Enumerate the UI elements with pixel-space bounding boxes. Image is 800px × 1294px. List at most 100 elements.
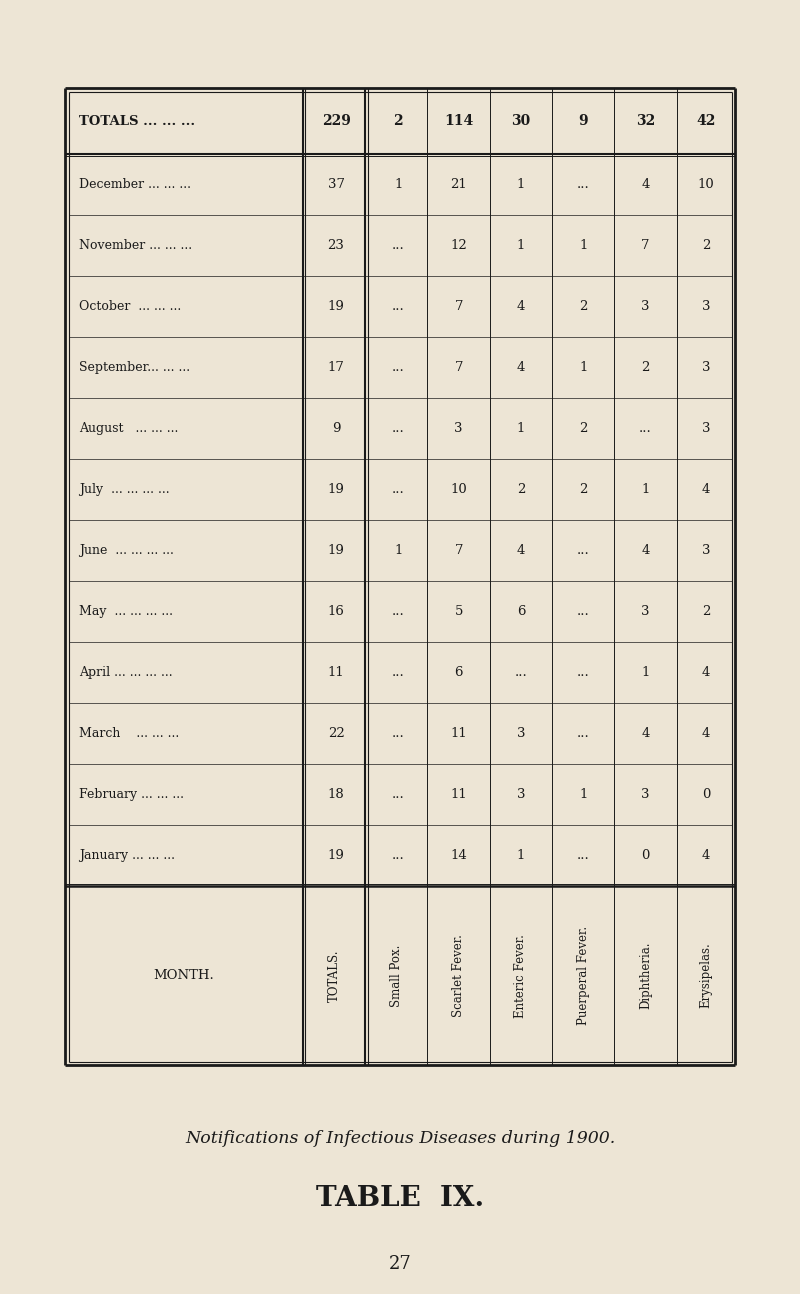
Text: 16: 16 — [327, 606, 345, 619]
Text: ...: ... — [577, 545, 590, 558]
Text: 1: 1 — [579, 788, 587, 801]
Text: May  ... ... ... ...: May ... ... ... ... — [79, 606, 173, 619]
Text: 2: 2 — [579, 422, 587, 435]
Text: Enteric Fever.: Enteric Fever. — [514, 934, 527, 1017]
Text: 2: 2 — [579, 300, 587, 313]
Text: 4: 4 — [642, 545, 650, 558]
Text: 37: 37 — [327, 179, 345, 192]
Text: 19: 19 — [327, 300, 345, 313]
Text: ...: ... — [577, 849, 590, 862]
Text: 9: 9 — [332, 422, 340, 435]
Text: 2: 2 — [579, 484, 587, 497]
Text: TABLE  IX.: TABLE IX. — [316, 1185, 484, 1212]
Text: 1: 1 — [394, 179, 402, 192]
Text: 1: 1 — [642, 484, 650, 497]
Text: 1: 1 — [642, 666, 650, 679]
Text: 4: 4 — [517, 300, 525, 313]
Text: November ... ... ...: November ... ... ... — [79, 239, 192, 252]
Text: 11: 11 — [450, 788, 467, 801]
Text: ...: ... — [392, 727, 405, 740]
Text: 4: 4 — [702, 484, 710, 497]
Text: 14: 14 — [450, 849, 467, 862]
Text: 11: 11 — [328, 666, 344, 679]
Text: 3: 3 — [702, 545, 710, 558]
Text: ...: ... — [392, 484, 405, 497]
Text: 3: 3 — [702, 422, 710, 435]
Text: ...: ... — [514, 666, 527, 679]
Text: ...: ... — [392, 422, 405, 435]
Text: 42: 42 — [696, 114, 715, 128]
Text: 32: 32 — [636, 114, 655, 128]
Text: 4: 4 — [642, 179, 650, 192]
Text: 2: 2 — [702, 239, 710, 252]
Text: 21: 21 — [450, 179, 467, 192]
Text: ...: ... — [639, 422, 652, 435]
Text: 27: 27 — [389, 1255, 411, 1273]
Text: 4: 4 — [702, 666, 710, 679]
Text: 1: 1 — [579, 361, 587, 374]
Text: 4: 4 — [642, 727, 650, 740]
Text: 1: 1 — [517, 849, 525, 862]
Text: July  ... ... ... ...: July ... ... ... ... — [79, 484, 170, 497]
Text: 2: 2 — [394, 114, 403, 128]
Text: 23: 23 — [327, 239, 345, 252]
Text: Notifications of Infectious Diseases during 1900.: Notifications of Infectious Diseases dur… — [185, 1130, 615, 1146]
Text: 6: 6 — [454, 666, 463, 679]
Text: 5: 5 — [454, 606, 463, 619]
Text: 1: 1 — [517, 239, 525, 252]
Text: 11: 11 — [450, 727, 467, 740]
Text: ...: ... — [392, 606, 405, 619]
Text: 4: 4 — [702, 727, 710, 740]
Text: 22: 22 — [328, 727, 344, 740]
Text: 19: 19 — [327, 545, 345, 558]
Text: 12: 12 — [450, 239, 467, 252]
Text: 3: 3 — [517, 727, 525, 740]
Text: 0: 0 — [642, 849, 650, 862]
Text: 3: 3 — [454, 422, 463, 435]
Text: August   ... ... ...: August ... ... ... — [79, 422, 178, 435]
Text: 4: 4 — [517, 545, 525, 558]
Text: 7: 7 — [642, 239, 650, 252]
Text: ...: ... — [577, 606, 590, 619]
Text: 7: 7 — [454, 545, 463, 558]
Text: 2: 2 — [702, 606, 710, 619]
Text: 9: 9 — [578, 114, 588, 128]
Text: March    ... ... ...: March ... ... ... — [79, 727, 179, 740]
Text: 6: 6 — [517, 606, 525, 619]
Text: 7: 7 — [454, 361, 463, 374]
Text: Diphtheria.: Diphtheria. — [639, 942, 652, 1009]
Text: Scarlet Fever.: Scarlet Fever. — [452, 934, 465, 1017]
Text: ...: ... — [392, 788, 405, 801]
Text: ...: ... — [392, 666, 405, 679]
Text: 30: 30 — [511, 114, 530, 128]
Text: Puerperal Fever.: Puerperal Fever. — [577, 927, 590, 1025]
Text: 3: 3 — [642, 300, 650, 313]
Text: 3: 3 — [517, 788, 525, 801]
Text: 2: 2 — [517, 484, 525, 497]
Text: 229: 229 — [322, 114, 350, 128]
Text: ...: ... — [392, 300, 405, 313]
Text: 1: 1 — [517, 422, 525, 435]
Text: 10: 10 — [450, 484, 467, 497]
Text: ...: ... — [392, 239, 405, 252]
Text: December ... ... ...: December ... ... ... — [79, 179, 191, 192]
Text: 3: 3 — [702, 300, 710, 313]
Text: 3: 3 — [642, 606, 650, 619]
Text: 10: 10 — [698, 179, 714, 192]
Text: April ... ... ... ...: April ... ... ... ... — [79, 666, 173, 679]
Text: ...: ... — [392, 361, 405, 374]
Text: September... ... ...: September... ... ... — [79, 361, 190, 374]
Text: 1: 1 — [394, 545, 402, 558]
Text: 3: 3 — [702, 361, 710, 374]
Text: 18: 18 — [328, 788, 344, 801]
Text: 1: 1 — [579, 239, 587, 252]
Text: 19: 19 — [327, 484, 345, 497]
Text: ...: ... — [577, 727, 590, 740]
Text: February ... ... ...: February ... ... ... — [79, 788, 184, 801]
Text: ...: ... — [577, 179, 590, 192]
Text: 3: 3 — [642, 788, 650, 801]
Text: Erysipelas.: Erysipelas. — [699, 943, 712, 1008]
Text: TOTALS ... ... ...: TOTALS ... ... ... — [79, 115, 195, 128]
Text: 114: 114 — [444, 114, 474, 128]
Text: 17: 17 — [327, 361, 345, 374]
